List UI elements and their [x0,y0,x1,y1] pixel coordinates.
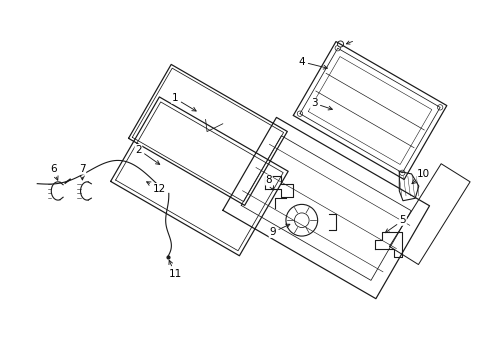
Circle shape [297,111,302,116]
Text: 6: 6 [50,164,58,180]
Text: 7: 7 [79,164,85,180]
Circle shape [285,204,317,236]
Circle shape [334,46,340,51]
Circle shape [399,170,404,175]
Text: 8: 8 [265,175,273,190]
Text: 5: 5 [385,215,406,233]
Text: 4: 4 [298,57,326,69]
Circle shape [294,213,308,228]
Text: 3: 3 [310,98,332,110]
Text: 12: 12 [146,182,165,194]
Text: 10: 10 [411,169,429,184]
Circle shape [337,41,343,47]
Circle shape [437,105,442,110]
Text: 11: 11 [168,260,181,279]
Text: 9: 9 [269,224,289,237]
Text: 1: 1 [171,93,196,111]
Text: 2: 2 [135,144,160,165]
